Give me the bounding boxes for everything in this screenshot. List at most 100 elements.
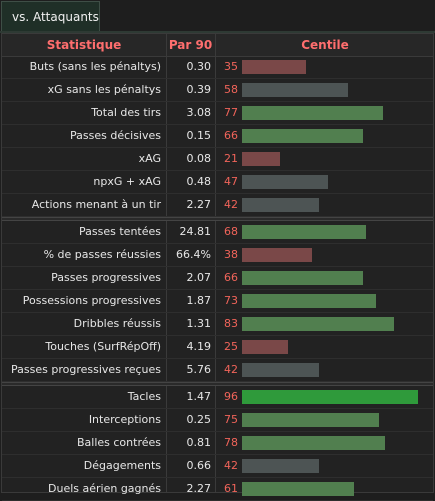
tab-vs-attaquants[interactable]: vs. Attaquants bbox=[1, 1, 100, 31]
stat-label: Interceptions bbox=[88, 413, 161, 426]
percentile-value: 58 bbox=[224, 83, 238, 96]
stat-label: Balles contrées bbox=[76, 436, 161, 449]
per-90-value: 4.19 bbox=[186, 340, 212, 353]
stat-label: Passes décisives bbox=[70, 129, 161, 142]
stat-label: Passes progressives reçues bbox=[11, 363, 161, 376]
header-par-90: Par 90 bbox=[168, 38, 213, 52]
table-header: Statistique Par 90 Centile bbox=[2, 34, 433, 57]
table-row: xAG 0.08 21 bbox=[2, 148, 433, 171]
table-row: Buts (sans les pénaltys) 0.30 35 bbox=[2, 56, 433, 79]
per-90-value: 0.48 bbox=[186, 175, 212, 188]
percentile-value: 66 bbox=[224, 129, 238, 142]
per-90-value: 0.25 bbox=[186, 413, 212, 426]
table-row: Duels aérien gagnés 2.27 61 bbox=[2, 478, 433, 501]
percentile-bar bbox=[242, 294, 376, 308]
table-row: Interceptions 0.25 75 bbox=[2, 409, 433, 432]
stat-label: Total des tirs bbox=[91, 106, 161, 119]
column-divider bbox=[166, 34, 167, 492]
per-90-value: 0.66 bbox=[186, 459, 212, 472]
percentile-bar bbox=[242, 225, 366, 239]
percentile-bar bbox=[242, 248, 312, 262]
percentile-bar bbox=[242, 482, 354, 496]
percentile-bar bbox=[242, 436, 385, 450]
per-90-value: 5.76 bbox=[186, 363, 212, 376]
table-row: Dribbles réussis 1.31 83 bbox=[2, 313, 433, 336]
table-row: Dégagements 0.66 42 bbox=[2, 455, 433, 478]
stat-label: xG sans les pénaltys bbox=[47, 83, 161, 96]
stat-label: Dégagements bbox=[83, 459, 161, 472]
percentile-value: 78 bbox=[224, 436, 238, 449]
column-divider bbox=[215, 34, 216, 492]
percentile-value: 83 bbox=[224, 317, 238, 330]
table-row: Actions menant à un tir 2.27 42 bbox=[2, 194, 433, 217]
percentile-bar bbox=[242, 413, 379, 427]
percentile-bar bbox=[242, 129, 363, 143]
group-separator bbox=[2, 382, 433, 386]
group-separator bbox=[2, 217, 433, 221]
percentile-value: 35 bbox=[224, 60, 238, 73]
percentile-value: 77 bbox=[224, 106, 238, 119]
table-row: Passes progressives reçues 5.76 42 bbox=[2, 359, 433, 382]
percentile-value: 42 bbox=[224, 198, 238, 211]
percentile-value: 96 bbox=[224, 390, 238, 403]
stat-label: % de passes réussies bbox=[43, 248, 161, 261]
percentile-value: 47 bbox=[224, 175, 238, 188]
table-row: Tacles 1.47 96 bbox=[2, 386, 433, 409]
percentile-bar bbox=[242, 60, 306, 74]
per-90-value: 1.47 bbox=[186, 390, 212, 403]
stat-label: Buts (sans les pénaltys) bbox=[29, 60, 161, 73]
table-row: npxG + xAG 0.48 47 bbox=[2, 171, 433, 194]
table-row: Total des tirs 3.08 77 bbox=[2, 102, 433, 125]
table-row: Balles contrées 0.81 78 bbox=[2, 432, 433, 455]
percentile-bar bbox=[242, 83, 348, 97]
table-row: xG sans les pénaltys 0.39 58 bbox=[2, 79, 433, 102]
percentile-bar bbox=[242, 340, 288, 354]
per-90-value: 0.81 bbox=[186, 436, 212, 449]
per-90-value: 2.27 bbox=[186, 198, 212, 211]
stat-label: npxG + xAG bbox=[93, 175, 161, 188]
per-90-value: 1.31 bbox=[186, 317, 212, 330]
percentile-bar bbox=[242, 459, 319, 473]
scouting-report-table: Statistique Par 90 Centile Buts (sans le… bbox=[1, 33, 434, 501]
percentile-bar bbox=[242, 152, 280, 166]
percentile-bar bbox=[242, 390, 418, 404]
table-row: Passes décisives 0.15 66 bbox=[2, 125, 433, 148]
stat-label: Duels aérien gagnés bbox=[48, 482, 161, 495]
table-row: Touches (SurfRépOff) 4.19 25 bbox=[2, 336, 433, 359]
percentile-value: 68 bbox=[224, 225, 238, 238]
percentile-bar bbox=[242, 175, 328, 189]
percentile-bar bbox=[242, 271, 363, 285]
tab-underline bbox=[0, 31, 435, 33]
table-row: % de passes réussies 66.4% 38 bbox=[2, 244, 433, 267]
percentile-value: 75 bbox=[224, 413, 238, 426]
per-90-value: 0.39 bbox=[186, 83, 212, 96]
percentile-value: 21 bbox=[224, 152, 238, 165]
per-90-value: 24.81 bbox=[179, 225, 212, 238]
header-centile: Centile bbox=[301, 38, 349, 52]
percentile-value: 25 bbox=[224, 340, 238, 353]
stat-label: Passes tentées bbox=[79, 225, 161, 238]
percentile-value: 61 bbox=[224, 482, 238, 495]
per-90-value: 2.27 bbox=[186, 482, 212, 495]
table-row: Passes progressives 2.07 66 bbox=[2, 267, 433, 290]
percentile-value: 38 bbox=[224, 248, 238, 261]
per-90-value: 66.4% bbox=[176, 248, 211, 261]
percentile-value: 73 bbox=[224, 294, 238, 307]
per-90-value: 0.15 bbox=[186, 129, 212, 142]
table-row: Possessions progressives 1.87 73 bbox=[2, 290, 433, 313]
stat-label: Touches (SurfRépOff) bbox=[45, 340, 161, 353]
stat-label: xAG bbox=[138, 152, 161, 165]
percentile-bar bbox=[242, 198, 319, 212]
stat-label: Dribbles réussis bbox=[73, 317, 161, 330]
percentile-value: 66 bbox=[224, 271, 238, 284]
per-90-value: 2.07 bbox=[186, 271, 212, 284]
header-statistique: Statistique bbox=[46, 38, 122, 52]
stat-label: Tacles bbox=[127, 390, 161, 403]
percentile-value: 42 bbox=[224, 459, 238, 472]
percentile-bar bbox=[242, 363, 319, 377]
stat-label: Possessions progressives bbox=[22, 294, 161, 307]
tab-label: vs. Attaquants bbox=[12, 9, 99, 24]
percentile-bar bbox=[242, 317, 394, 331]
percentile-bar bbox=[242, 106, 383, 120]
stat-label: Actions menant à un tir bbox=[31, 198, 161, 211]
